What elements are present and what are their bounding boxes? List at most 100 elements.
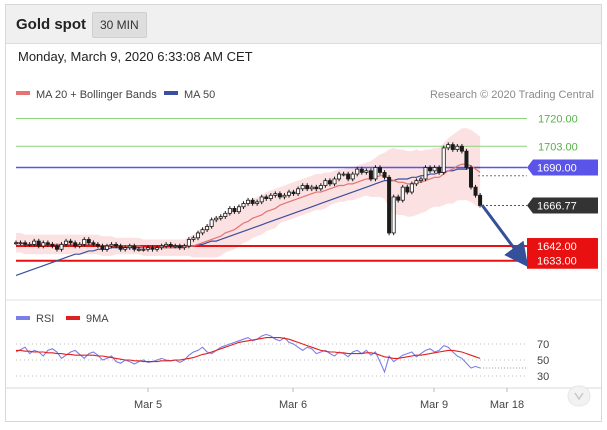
candle <box>296 188 301 195</box>
candle <box>36 240 41 247</box>
candle <box>300 185 305 190</box>
support-price-tag <box>527 238 598 269</box>
ma50-line <box>15 166 481 277</box>
candle <box>223 212 228 217</box>
rsi-line <box>15 333 481 374</box>
rsi-9ma-line <box>16 337 481 363</box>
candle <box>382 172 387 178</box>
last-price-label: 1666.77 <box>537 201 577 213</box>
reference-line-label: 1720.00 <box>538 113 578 125</box>
chart-header: Gold spot 30 MIN <box>6 5 601 44</box>
candle <box>54 245 59 250</box>
credit-text: Research © 2020 Trading Central <box>430 89 594 101</box>
candle <box>355 168 360 175</box>
candle <box>18 242 23 245</box>
candle <box>396 196 401 201</box>
candle <box>173 245 178 248</box>
candle <box>32 240 37 245</box>
candle <box>118 245 123 250</box>
candle <box>105 245 110 250</box>
candle <box>241 203 246 208</box>
candle <box>23 242 28 245</box>
instrument-title: Gold spot <box>16 16 86 33</box>
candle <box>168 243 173 247</box>
candle <box>450 144 455 150</box>
candle <box>309 186 314 190</box>
candle <box>100 245 105 250</box>
candle <box>455 145 460 150</box>
candle <box>214 217 219 221</box>
candle <box>200 229 205 234</box>
candle <box>50 243 55 247</box>
candle <box>232 208 237 213</box>
candle <box>227 208 232 214</box>
timestamp: Monday, March 9, 2020 6:33:08 AM CET <box>18 49 253 64</box>
candle <box>409 183 414 193</box>
candle <box>255 201 260 204</box>
candle <box>73 242 78 247</box>
last-price-tag <box>527 197 598 214</box>
candle <box>368 170 373 180</box>
candle <box>441 147 446 173</box>
interval-badge[interactable]: 30 MIN <box>92 12 147 38</box>
candle <box>405 186 410 193</box>
candle <box>387 176 392 234</box>
candle <box>350 173 355 180</box>
candle <box>141 248 146 251</box>
candle <box>473 186 478 196</box>
candle <box>273 193 278 196</box>
9ma-legend-label: 9MA <box>86 313 109 325</box>
rsi-level-label: 50 <box>537 355 549 367</box>
candle <box>195 232 200 239</box>
candle <box>164 243 169 247</box>
ma20-legend-swatch <box>16 91 30 95</box>
candle <box>286 191 291 196</box>
rsi-legend-swatch <box>16 316 30 320</box>
forecast-arrow <box>480 204 529 268</box>
candle <box>132 245 137 250</box>
candle <box>218 216 223 219</box>
candle <box>64 240 69 245</box>
candle <box>468 167 473 188</box>
candle <box>123 247 128 250</box>
candle <box>95 243 100 247</box>
chart-scroll-control[interactable] <box>567 385 591 407</box>
candle <box>478 194 483 206</box>
candle <box>432 167 437 172</box>
candle <box>86 239 91 244</box>
candle <box>291 191 296 195</box>
candle <box>259 196 264 203</box>
rsi-legend-label: RSI <box>36 313 54 325</box>
candle <box>250 199 255 204</box>
candle <box>136 248 141 251</box>
candle <box>159 245 164 249</box>
candle <box>337 173 342 180</box>
candle <box>332 178 337 185</box>
candle <box>209 219 214 227</box>
candle <box>446 144 451 149</box>
candle <box>364 170 369 173</box>
candle <box>400 186 405 201</box>
x-tick-label: Mar 5 <box>134 399 162 411</box>
candle <box>127 245 132 249</box>
candle <box>177 245 182 249</box>
candle <box>45 242 50 245</box>
candle <box>246 199 251 204</box>
x-axis: Mar 5 Mar 6 Mar 9 Mar 18 <box>134 388 524 411</box>
price-plot: 1720.00 1703.00 1690.00 1666.77 1642.00 1633.… <box>13 113 598 277</box>
candle <box>109 243 114 247</box>
rsi-level-label: 70 <box>537 339 549 351</box>
candle <box>428 167 433 172</box>
candle <box>205 225 210 231</box>
candle <box>414 180 419 185</box>
candle <box>186 239 191 247</box>
candle <box>155 247 160 250</box>
candle <box>373 167 378 180</box>
chevron-down-icon <box>574 392 584 401</box>
candle <box>305 185 310 190</box>
reference-line-label: 1703.00 <box>538 141 578 153</box>
candle <box>318 185 323 190</box>
ma20-legend-label: MA 20 + Bollinger Bands <box>36 89 157 101</box>
candle <box>191 237 196 240</box>
candle <box>145 247 150 250</box>
